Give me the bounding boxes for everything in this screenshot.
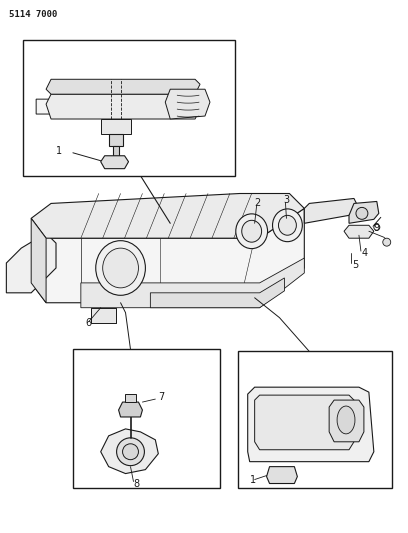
- Bar: [73, 350, 220, 488]
- Ellipse shape: [273, 209, 302, 241]
- Ellipse shape: [236, 214, 268, 248]
- Ellipse shape: [122, 444, 138, 459]
- Bar: [238, 351, 392, 488]
- Polygon shape: [255, 395, 354, 450]
- Text: 1: 1: [250, 474, 256, 484]
- Polygon shape: [101, 429, 158, 474]
- Text: 2: 2: [255, 198, 261, 208]
- Text: 8: 8: [133, 479, 140, 489]
- Text: 9: 9: [374, 223, 380, 233]
- Polygon shape: [101, 156, 129, 168]
- Text: 7: 7: [158, 392, 164, 402]
- Polygon shape: [248, 387, 374, 462]
- Polygon shape: [31, 193, 304, 238]
- Ellipse shape: [96, 241, 145, 295]
- Polygon shape: [101, 119, 131, 134]
- Polygon shape: [109, 134, 122, 146]
- Polygon shape: [31, 219, 46, 303]
- Polygon shape: [81, 258, 304, 308]
- Circle shape: [383, 238, 391, 246]
- Polygon shape: [329, 400, 364, 442]
- Ellipse shape: [117, 438, 144, 466]
- Polygon shape: [36, 99, 56, 114]
- Polygon shape: [344, 225, 374, 238]
- Polygon shape: [165, 89, 210, 119]
- Ellipse shape: [242, 220, 262, 242]
- Circle shape: [356, 207, 368, 219]
- Polygon shape: [151, 278, 284, 308]
- Polygon shape: [31, 208, 304, 303]
- Polygon shape: [119, 402, 142, 417]
- Polygon shape: [349, 201, 379, 223]
- Text: 6: 6: [86, 318, 92, 328]
- Text: 5: 5: [352, 260, 358, 270]
- Polygon shape: [46, 94, 200, 119]
- Polygon shape: [46, 79, 200, 94]
- Ellipse shape: [337, 406, 355, 434]
- Text: 4: 4: [362, 248, 368, 258]
- Polygon shape: [7, 233, 56, 293]
- Polygon shape: [304, 198, 359, 223]
- Text: 5114 7000: 5114 7000: [9, 10, 58, 19]
- Ellipse shape: [279, 215, 296, 235]
- Polygon shape: [91, 308, 115, 322]
- Bar: [23, 39, 235, 175]
- Polygon shape: [124, 394, 136, 402]
- Ellipse shape: [103, 248, 138, 288]
- Text: 1: 1: [56, 146, 62, 156]
- Polygon shape: [266, 466, 297, 483]
- Text: 3: 3: [284, 196, 290, 205]
- Polygon shape: [113, 146, 119, 156]
